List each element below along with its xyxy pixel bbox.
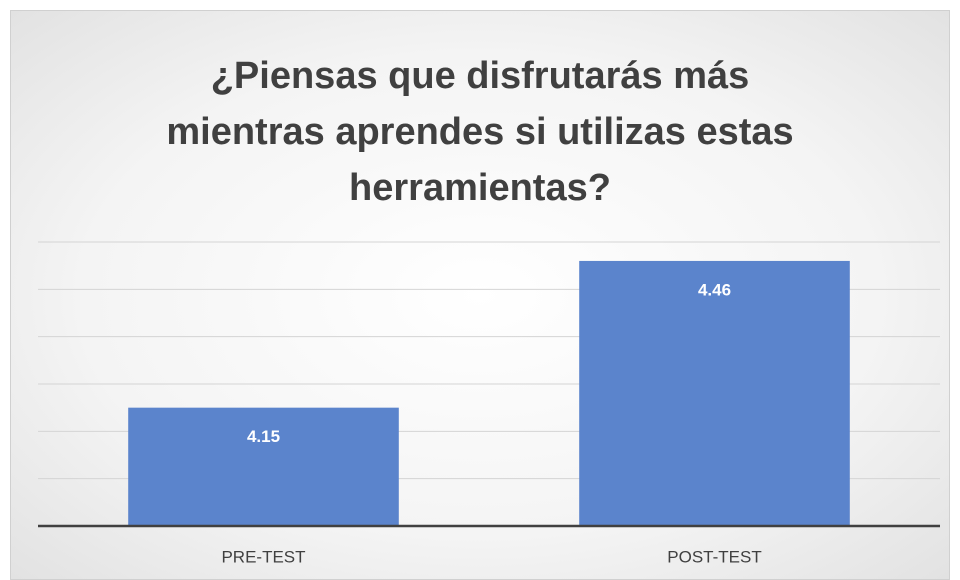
bar	[128, 407, 399, 526]
bar	[579, 260, 850, 526]
chart-title: ¿Piensas que disfrutarás más mientras ap…	[166, 55, 794, 209]
data-label: 4.46	[698, 280, 731, 299]
data-label: 4.15	[247, 427, 280, 446]
x-tick-label: PRE-TEST	[221, 547, 305, 566]
x-tick-label: POST-TEST	[667, 547, 761, 566]
